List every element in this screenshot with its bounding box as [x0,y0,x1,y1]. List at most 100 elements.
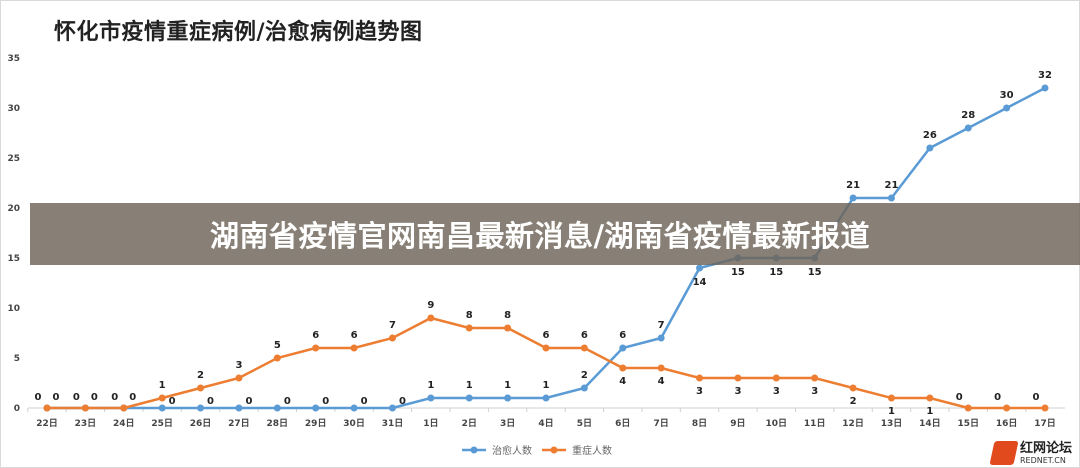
data-label: 0 [284,396,291,407]
data-label: 5 [274,340,281,351]
data-point [350,404,358,412]
x-tick-label: 13日 [881,418,903,429]
x-tick-label: 30日 [343,418,365,429]
x-tick-label: 3日 [500,418,515,429]
data-point [312,344,320,352]
y-tick-label: 15 [7,254,20,264]
data-point [120,404,128,412]
x-tick-label: 1日 [423,418,438,429]
data-point [158,394,166,402]
data-label: 1 [926,406,933,417]
y-tick-label: 20 [7,204,20,214]
data-label: 0 [399,396,406,407]
data-point [273,354,281,362]
data-label: 1 [466,380,473,391]
data-point [926,144,934,152]
data-label: 0 [361,396,368,407]
data-label: 0 [53,392,60,403]
data-point [542,394,550,402]
data-label: 3 [734,386,741,397]
data-label: 6 [543,330,550,341]
data-point [734,374,742,382]
data-label: 1 [504,380,511,391]
data-label: 21 [846,180,860,191]
headline-text: 湖南省疫情官网南昌最新消息/湖南省疫情最新报道 [209,219,871,253]
data-point [849,194,857,202]
y-tick-label: 35 [7,54,20,64]
data-point [1041,404,1049,412]
data-label: 0 [129,392,136,403]
data-point [427,314,435,322]
data-point [504,394,512,402]
data-label: 0 [111,392,118,403]
data-point [1041,84,1049,92]
data-label: 0 [245,396,252,407]
data-label: 1 [427,380,434,391]
data-point [273,404,281,412]
data-label: 26 [923,130,937,141]
data-point [811,374,819,382]
data-label: 15 [769,267,783,278]
data-point [465,324,473,332]
data-point [964,124,972,132]
x-tick-label: 26日 [190,418,212,429]
data-point [926,394,934,402]
data-point [43,404,51,412]
y-tick-label: 5 [14,354,20,364]
data-label: 1 [543,380,550,391]
data-label: 21 [885,180,899,191]
x-tick-label: 8日 [692,418,707,429]
data-label: 0 [73,392,80,403]
data-point [542,344,550,352]
headline-banner: 湖南省疫情官网南昌最新消息/湖南省疫情最新报道 [30,203,1080,265]
data-point [1003,404,1011,412]
y-tick-label: 0 [14,404,20,414]
data-point [696,374,704,382]
data-label: 0 [169,396,176,407]
data-label: 2 [197,370,204,381]
data-point [772,374,780,382]
x-tick-label: 27日 [228,418,250,429]
data-label: 4 [658,376,665,387]
legend-marker [470,446,478,454]
data-point [235,374,243,382]
data-label: 0 [35,392,42,403]
x-tick-label: 23日 [75,418,97,429]
y-tick-label: 30 [7,104,20,114]
data-point [849,384,857,392]
data-point [235,404,243,412]
legend-marker [550,446,558,454]
x-tick-label: 5日 [577,418,592,429]
data-label: 1 [159,380,166,391]
data-label: 3 [773,386,780,397]
x-tick-label: 28日 [267,418,289,429]
data-label: 15 [808,267,822,278]
data-label: 7 [658,320,665,331]
data-point [388,334,396,342]
data-point [350,344,358,352]
data-point [580,384,588,392]
data-label: 0 [207,396,214,407]
data-point [887,394,895,402]
data-label: 14 [693,277,707,288]
data-point [197,404,205,412]
data-label: 28 [961,110,975,121]
data-label: 6 [312,330,319,341]
x-tick-label: 9日 [730,418,745,429]
x-tick-label: 16日 [996,418,1018,429]
logo-name: 红网论坛 [1019,440,1072,456]
x-tick-label: 12日 [842,418,864,429]
x-tick-label: 14日 [919,418,941,429]
logo-domain: REDNET.CN [1019,455,1066,465]
data-label: 0 [322,396,329,407]
data-label: 0 [994,392,1001,403]
data-point [657,334,665,342]
y-tick-label: 10 [7,304,20,314]
data-label: 6 [619,330,626,341]
data-label: 7 [389,320,396,331]
data-point [657,364,665,372]
chart-title: 怀化市疫情重症病例/治愈病例趋势图 [54,19,423,45]
data-point [1003,104,1011,112]
y-tick-label: 25 [7,154,20,164]
